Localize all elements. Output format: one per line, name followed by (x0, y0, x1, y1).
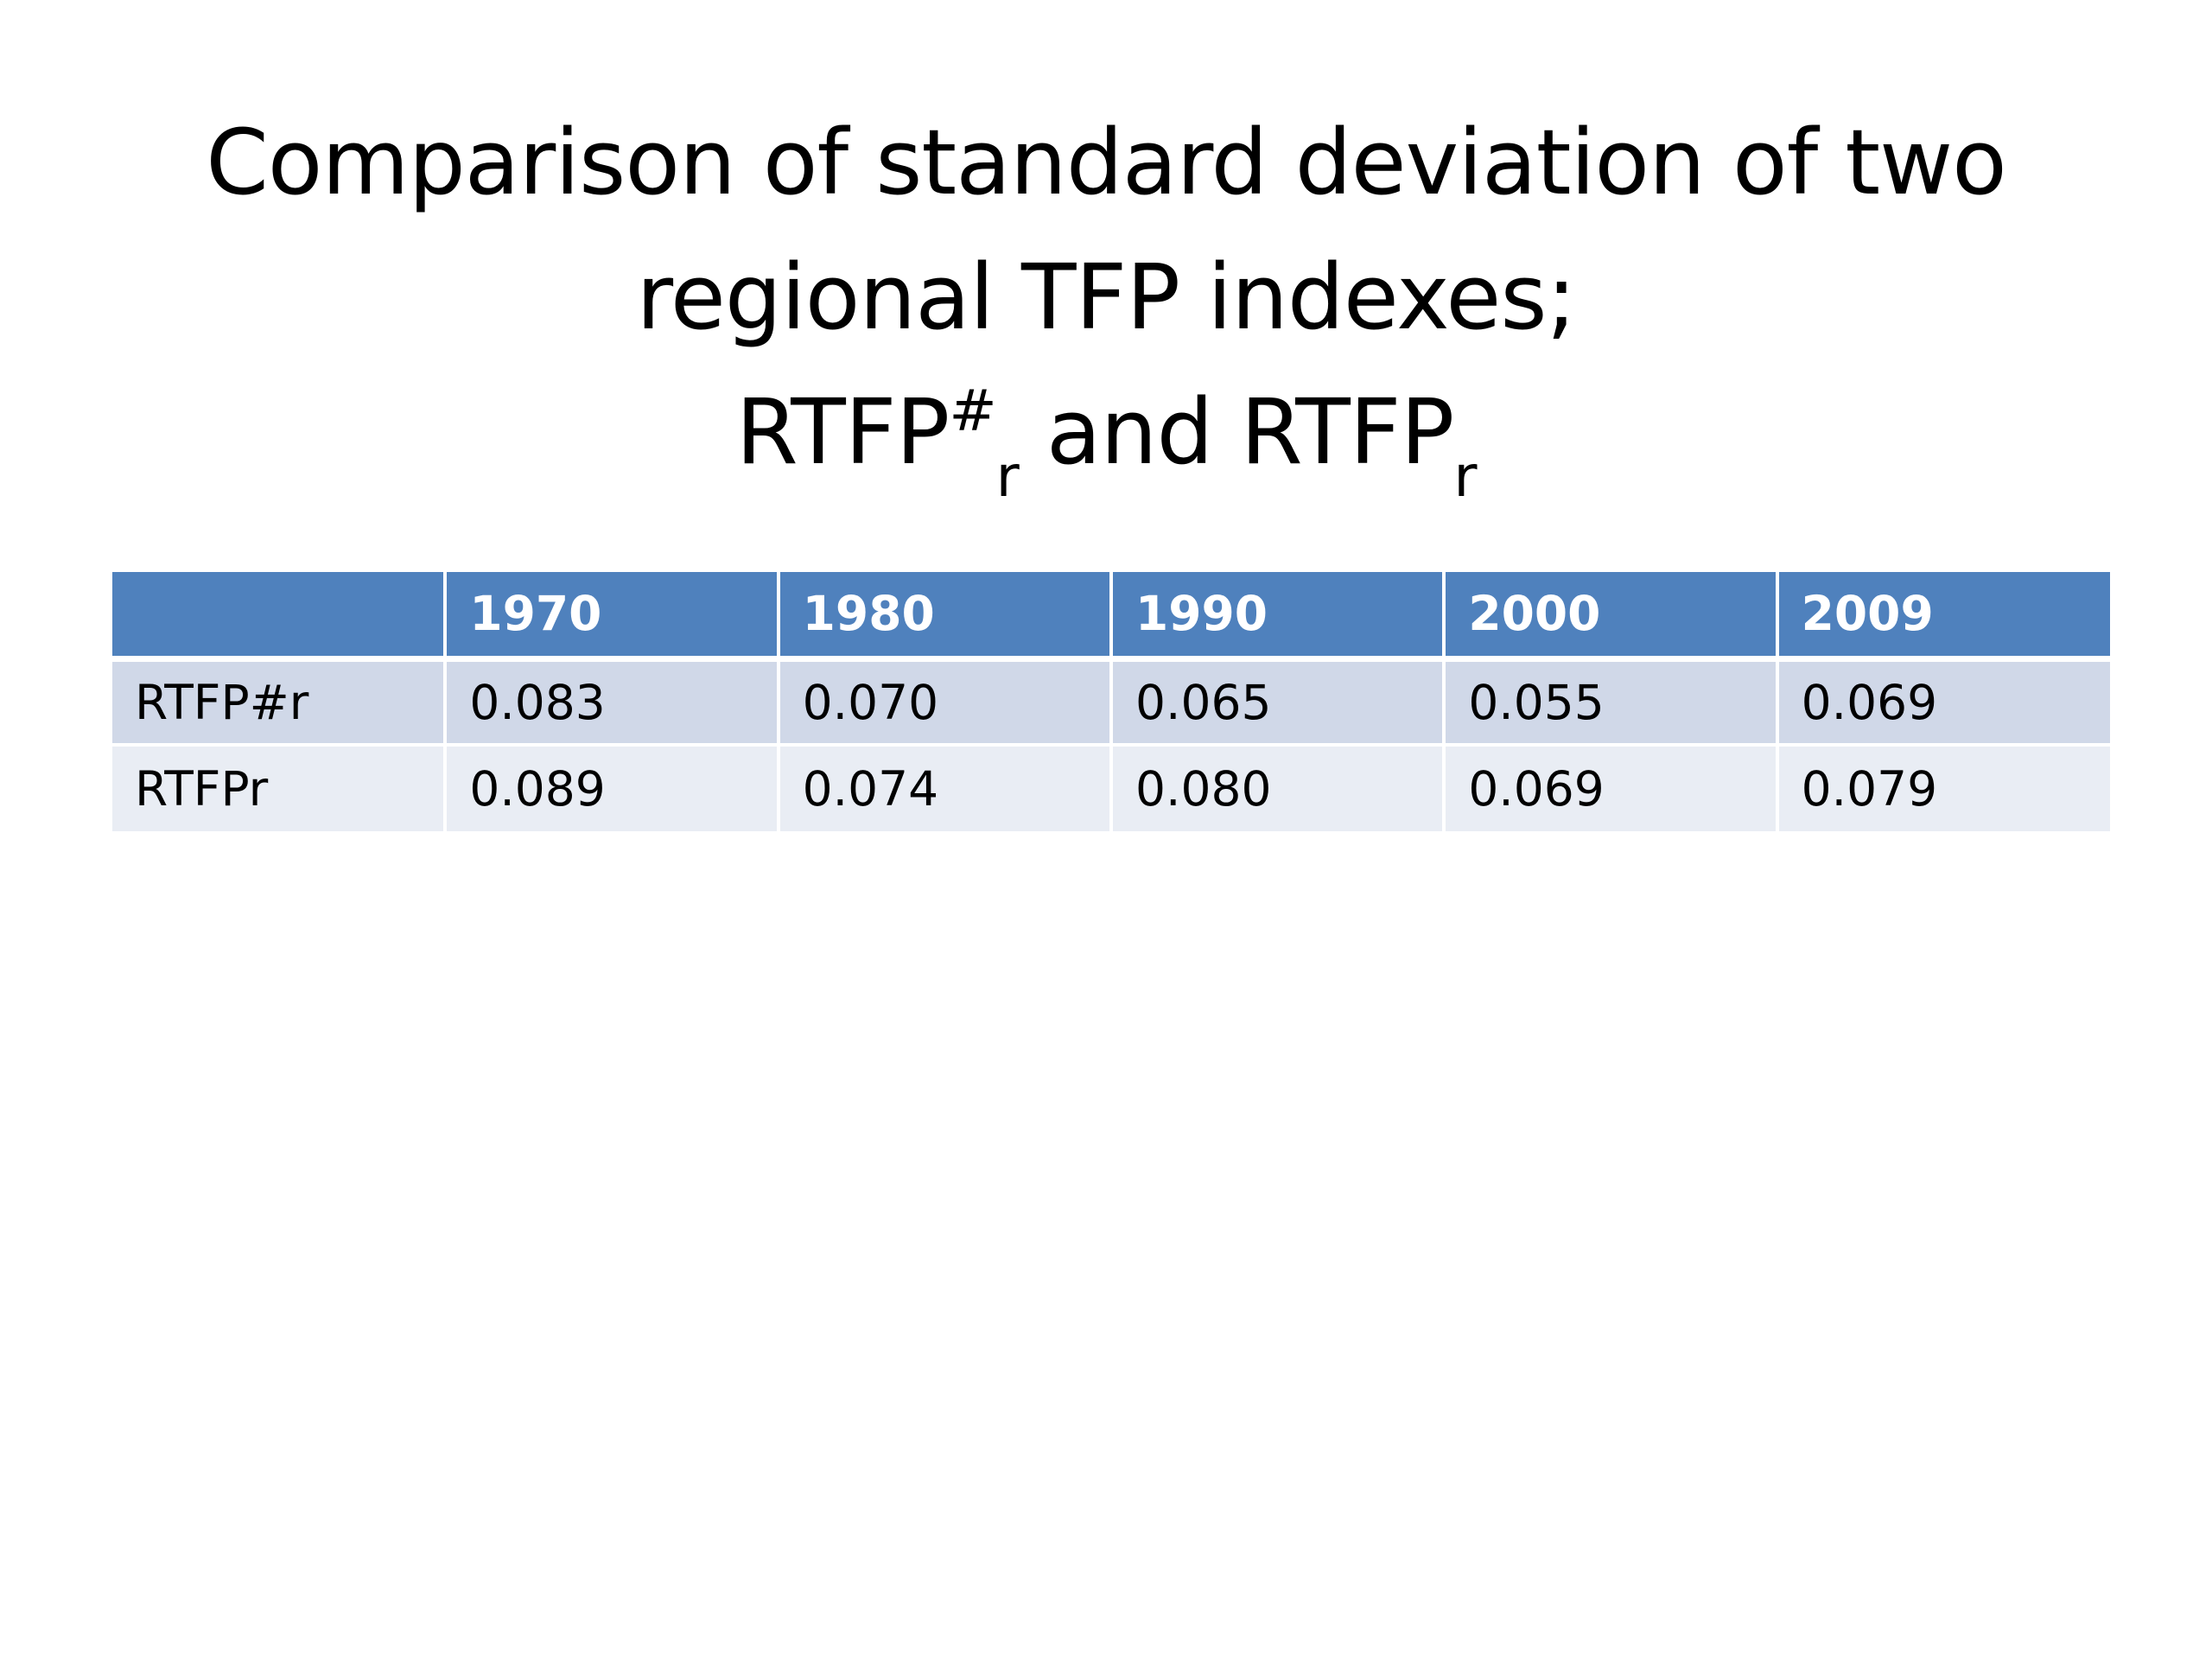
std-dev-table: 1970 1980 1990 2000 2009 RTFP#r 0.083 0.… (112, 572, 2110, 831)
slide-title: Comparison of standard deviation of two … (112, 95, 2100, 512)
column-header: 1980 (778, 572, 1113, 662)
table-cell: 0.083 (445, 658, 780, 747)
row-label: RTFPr (112, 745, 448, 831)
column-header: 2000 (1444, 572, 1779, 662)
table-cell: 0.065 (1110, 658, 1446, 747)
column-header: 1990 (1110, 572, 1446, 662)
title-rtfp-sub: r (1453, 443, 1477, 510)
table-row: RTFPr 0.089 0.074 0.080 0.069 0.079 (112, 745, 2110, 831)
title-rtfp-hash-base: RTFP (735, 379, 950, 485)
table-cell: 0.089 (445, 745, 780, 831)
title-line-2: regional TFP indexes; (636, 245, 1576, 350)
title-rtfp-hash-sup: # (949, 378, 996, 444)
table-corner-cell (112, 572, 448, 662)
table-cell: 0.074 (778, 745, 1113, 831)
table-row: RTFP#r 0.083 0.070 0.065 0.055 0.069 (112, 658, 2110, 747)
table-cell: 0.069 (1444, 745, 1779, 831)
column-header: 1970 (445, 572, 780, 662)
title-line-3: RTFP#r and RTFPr (112, 365, 2100, 512)
title-line-1: Comparison of standard deviation of two (206, 110, 2007, 215)
row-label: RTFP#r (112, 658, 448, 747)
table-cell: 0.079 (1777, 745, 2110, 831)
table-cell: 0.070 (778, 658, 1113, 747)
title-and: and (1018, 379, 1241, 485)
table-cell: 0.080 (1110, 745, 1446, 831)
title-rtfp-hash-sub: r (995, 443, 1020, 510)
column-header: 2009 (1777, 572, 2110, 662)
table-header-row: 1970 1980 1990 2000 2009 (112, 572, 2110, 662)
table-cell: 0.055 (1444, 658, 1779, 747)
title-rtfp-base: RTFP (1240, 379, 1455, 485)
table-cell: 0.069 (1777, 658, 2110, 747)
